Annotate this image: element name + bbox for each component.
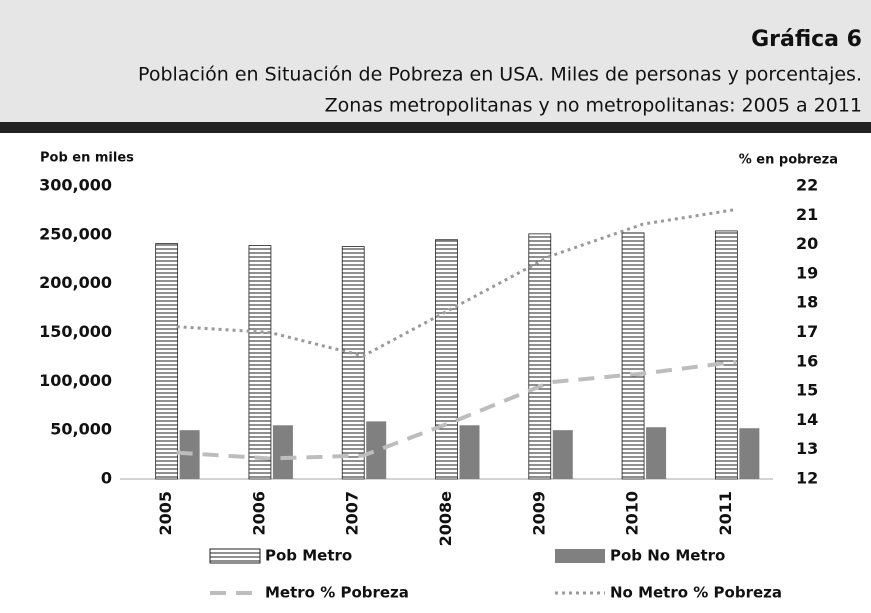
- bar: [621, 232, 645, 480]
- y-tick-label: 0: [101, 469, 112, 488]
- y2-tick-label: 19: [796, 263, 818, 282]
- legend-label: Pob Metro: [265, 547, 352, 565]
- bar: [646, 427, 667, 479]
- x-tick-label: 2010: [623, 491, 642, 536]
- chart-subtitle: Zonas metropolitanas y no metropolitanas…: [325, 95, 862, 117]
- header-rule: [0, 122, 871, 133]
- y2-tick-label: 21: [796, 205, 818, 224]
- y2-tick-label: 14: [796, 410, 818, 429]
- chart-subtitle: Población en Situación de Pobreza en USA…: [138, 64, 862, 86]
- legend-label: Pob No Metro: [610, 547, 725, 565]
- x-tick-label: 2008e: [436, 491, 455, 547]
- x-tick-label: 2011: [716, 491, 735, 536]
- x-tick-label: 2005: [156, 491, 175, 536]
- x-tick-label: 2006: [249, 491, 268, 536]
- x-tick-label: 2007: [343, 491, 362, 536]
- y2-tick-label: 16: [796, 351, 818, 370]
- y-axis-label: Pob en miles: [40, 151, 134, 166]
- y2-tick-label: 18: [796, 293, 818, 312]
- bar: [552, 430, 573, 479]
- y-tick-label: 100,000: [39, 371, 112, 390]
- header-box: [0, 0, 871, 122]
- legend-label: No Metro % Pobreza: [610, 584, 782, 602]
- y2-axis-label: % en pobreza: [739, 153, 838, 168]
- y2-tick-label: 12: [796, 469, 818, 488]
- y2-tick-label: 15: [796, 381, 818, 400]
- line: [176, 207, 737, 358]
- y-tick-label: 50,000: [50, 420, 112, 439]
- line: [176, 359, 737, 461]
- y-tick-label: 300,000: [39, 176, 112, 195]
- bar: [272, 425, 293, 479]
- y2-tick-label: 13: [796, 439, 818, 458]
- y-tick-label: 250,000: [39, 224, 112, 243]
- bar: [528, 233, 552, 480]
- y-tick-label: 150,000: [39, 322, 112, 341]
- bar: [341, 246, 365, 480]
- bar: [248, 245, 272, 480]
- bar: [435, 239, 458, 480]
- y-tick-label: 200,000: [39, 273, 112, 292]
- x-tick-label: 2009: [529, 491, 548, 536]
- chart-title: Gráfica 6: [751, 27, 862, 52]
- bar: [459, 425, 480, 479]
- bar: [366, 421, 387, 479]
- y2-tick-label: 20: [796, 234, 818, 253]
- bar: [739, 428, 760, 479]
- y2-tick-label: 17: [796, 322, 818, 341]
- legend-label: Metro % Pobreza: [265, 584, 409, 602]
- legend-swatch: [209, 548, 261, 564]
- legend-swatch: [555, 549, 605, 563]
- bar: [155, 243, 179, 480]
- y2-tick-label: 22: [796, 176, 818, 195]
- bar: [714, 230, 738, 480]
